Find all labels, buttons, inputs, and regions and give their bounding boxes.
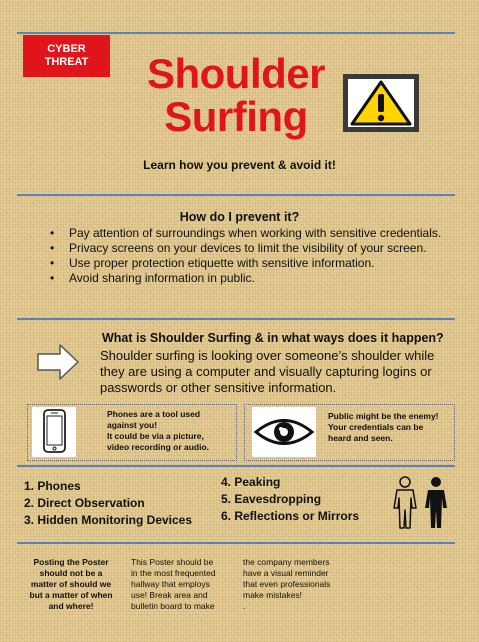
list-item: Use proper protection etiquette with sen… (50, 256, 460, 271)
footer-line: make mistakes! (243, 590, 303, 600)
poster-title: Shoulder Surfing (126, 52, 346, 138)
people-icon (393, 476, 447, 529)
list-item: 4. Peaking (221, 475, 281, 489)
ways-list-right: 4. Peaking 5. Eavesdropping 6. Reflectio… (221, 474, 359, 525)
phones-note-line: It could be via a picture, (107, 431, 204, 441)
list-item: Pay attention of surroundings when worki… (50, 226, 460, 241)
footer-col-3: the company members have a visual remind… (243, 557, 353, 612)
footer-line: . (243, 601, 246, 611)
divider-4 (17, 542, 455, 544)
phone-icon (32, 407, 76, 457)
arrow-right-icon (37, 344, 79, 380)
eye-icon (252, 407, 316, 457)
footer-line: the company members (243, 557, 330, 567)
public-note: Public might be the enemy! Your credenti… (328, 411, 439, 444)
list-item: 2. Direct Observation (24, 496, 145, 510)
footer-line: have a visual reminder (243, 568, 329, 578)
badge-line-2: THREAT (44, 56, 89, 68)
phones-note-line: Phones are a tool used (107, 409, 201, 419)
what-description: Shoulder surfing is looking over someone… (100, 348, 435, 395)
ways-list-left: 1. Phones 2. Direct Observation 3. Hidde… (24, 478, 192, 529)
footer-line: but a matter of when (29, 590, 113, 600)
top-divider (17, 32, 455, 34)
footer-line: that even professionals (243, 579, 331, 589)
list-item: 1. Phones (24, 479, 81, 493)
footer-line: and where! (48, 601, 94, 611)
subtitle: Learn how you prevent & avoid it! (143, 158, 336, 172)
footer-col-2: This Poster should be in the most freque… (131, 557, 239, 612)
public-box (244, 404, 455, 461)
title-line-2: Surfing (164, 93, 308, 140)
footer-line: hallway that employs (131, 579, 210, 589)
list-item: Privacy screens on your devices to limit… (50, 241, 460, 256)
footer-col-1: Posting the Poster should not be a matte… (20, 557, 122, 612)
divider-1 (17, 194, 455, 196)
prevent-list: Pay attention of surroundings when worki… (50, 226, 460, 286)
phones-note-line: against you! (107, 420, 158, 430)
public-note-line: Public might be the enemy! (328, 411, 439, 421)
divider-3 (17, 465, 455, 467)
what-heading: What is Shoulder Surfing & in what ways … (102, 331, 444, 345)
prevent-heading: How do I prevent it? (179, 210, 300, 224)
warning-icon (343, 74, 419, 132)
title-line-1: Shoulder (146, 50, 326, 97)
badge-line-1: CYBER (47, 43, 86, 55)
public-note-line: heard and seen. (328, 433, 393, 443)
list-item: 5. Eavesdropping (221, 492, 322, 506)
list-item: 6. Reflections or Mirrors (221, 509, 360, 523)
footer-line: This Poster should be (131, 557, 214, 567)
phones-note-line: video recording or audio. (107, 442, 210, 452)
footer-line: bulletin board to make (131, 601, 215, 611)
divider-2 (17, 318, 455, 320)
phones-note: Phones are a tool used against you! It c… (107, 409, 209, 453)
list-item: Avoid sharing information in public. (50, 271, 460, 286)
footer-line: use! Break area and (131, 590, 208, 600)
footer-line: matter of should we (30, 579, 112, 589)
footer-line: should not be a (39, 568, 103, 578)
public-note-line: Your credentials can be (328, 422, 424, 432)
cyber-threat-badge: CYBER THREAT (23, 35, 110, 77)
footer-line: Posting the Poster (33, 557, 109, 567)
list-item: 3. Hidden Monitoring Devices (24, 513, 193, 527)
footer-line: in the most frequented (131, 568, 216, 578)
phones-box (27, 404, 237, 461)
